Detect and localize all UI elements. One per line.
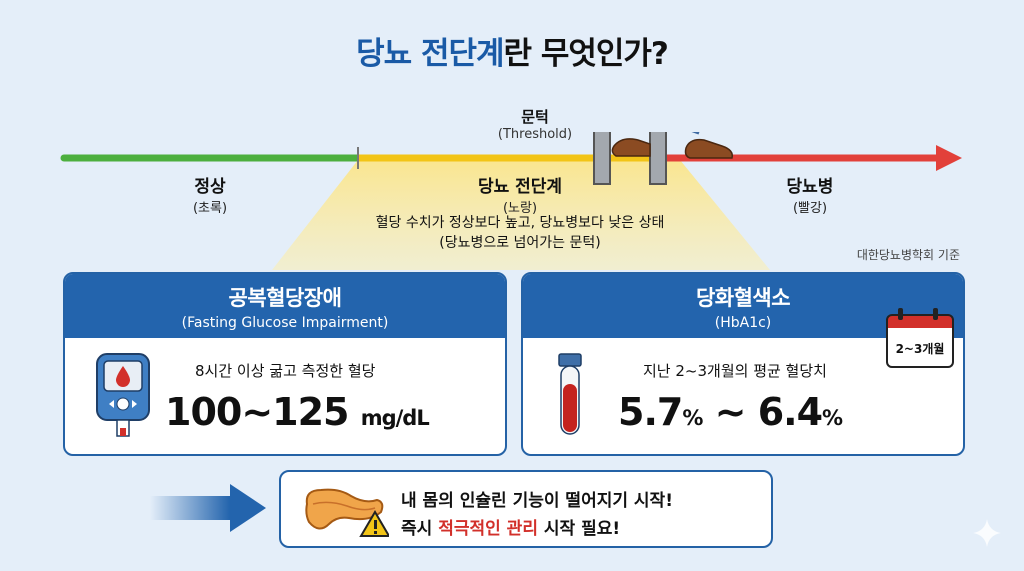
stepping-foot-icon [611,132,734,159]
card-description: 지난 2~3개월의 평균 혈당치 [643,362,827,380]
alert-emphasis: 적극적인 관리 [438,519,538,539]
range-separator: ~ [702,390,758,434]
fasting-glucose-range: 100~125 mg/dL [165,390,430,434]
percent-sign: % [822,406,843,430]
alert-line-2: 즉시 적극적인 관리 시작 필요! [401,514,620,539]
zone-normal: 정상 (초록) [145,172,275,216]
card-description: 8시간 이상 굶고 측정한 혈당 [195,362,376,380]
blood-tube-icon [558,353,582,435]
card-subtitle: (Fasting Glucose Impairment) [181,315,389,331]
arrow-right-icon [150,484,266,532]
threshold-arch-icon [593,132,667,185]
prediabetes-description: 혈당 수치가 정상보다 높고, 당뇨병보다 낮은 상태 (당뇨병으로 넘어가는 … [300,213,740,253]
card-header: 공복혈당장애 (Fasting Glucose Impairment) [65,274,505,338]
threshold-title: 문턱 [521,108,549,126]
prediabetes-desc-line1: 혈당 수치가 정상보다 높고, 당뇨병보다 낮은 상태 [375,215,665,231]
alert-line-1: 내 몸의 인슐린 기능이 떨어지기 시작! [401,491,673,511]
glucose-meter-icon [96,353,150,437]
threshold-english: (Threshold) [497,127,573,142]
range-high: 6.4 [757,390,823,434]
page-title: 당뇨 전단계란 무엇인가? [0,28,1024,73]
zone-normal-color: (초록) [192,201,228,216]
title-rest: 란 무엇인가? [503,36,669,72]
range-value: 100~125 [165,390,349,434]
zone-diabetes-color: (빨강) [792,201,828,216]
calendar-icon: 2~3개월 [886,308,954,370]
pancreas-warning-icon [305,488,389,537]
diagnosis-axis [60,132,962,185]
sparkle-icon [973,519,1001,547]
zone-diabetes-name: 당뇨병 [786,177,834,197]
fasting-glucose-card: 공복혈당장애 (Fasting Glucose Impairment) 8시간 … [63,272,507,456]
range-unit: mg/dL [360,406,430,430]
range-low: 5.7 [618,390,683,434]
hba1c-range: 5.7% ~ 6.4% [618,390,843,434]
zone-prediabetes-color: (노랑) [502,201,538,216]
zone-prediabetes-name: 당뇨 전단계 [477,177,563,197]
title-highlight: 당뇨 전단계 [356,36,504,72]
zone-normal-name: 정상 [194,177,226,197]
zone-diabetes: 당뇨병 (빨강) [735,172,885,216]
card-subtitle: (HbA1c) [714,315,772,331]
percent-sign: % [682,406,703,430]
alert-line-2-end: 시작 필요! [537,519,621,539]
source-note: 대한당뇨병학회 기준 [856,248,960,262]
card-title: 공복혈당장애 [228,286,342,310]
alert-line-2-start: 즉시 [401,519,439,539]
hba1c-card: 당화혈색소 (HbA1c) 지난 2~3개월의 평균 혈당치 5.7% ~ 6.… [521,272,965,456]
threshold-label: 문턱 (Threshold) [470,106,600,142]
alert-box: 내 몸의 인슐린 기능이 떨어지기 시작! 즉시 적극적인 관리 시작 필요! [279,470,773,548]
axis-arrow-icon [936,145,962,171]
prediabetes-desc-line2: (당뇨병으로 넘어가는 문턱) [439,235,601,251]
prediabetes-spotlight [272,160,770,270]
card-title: 당화혈색소 [695,286,791,310]
zone-prediabetes: 당뇨 전단계 (노랑) [420,172,620,216]
calendar-label: 2~3개월 [895,342,945,356]
